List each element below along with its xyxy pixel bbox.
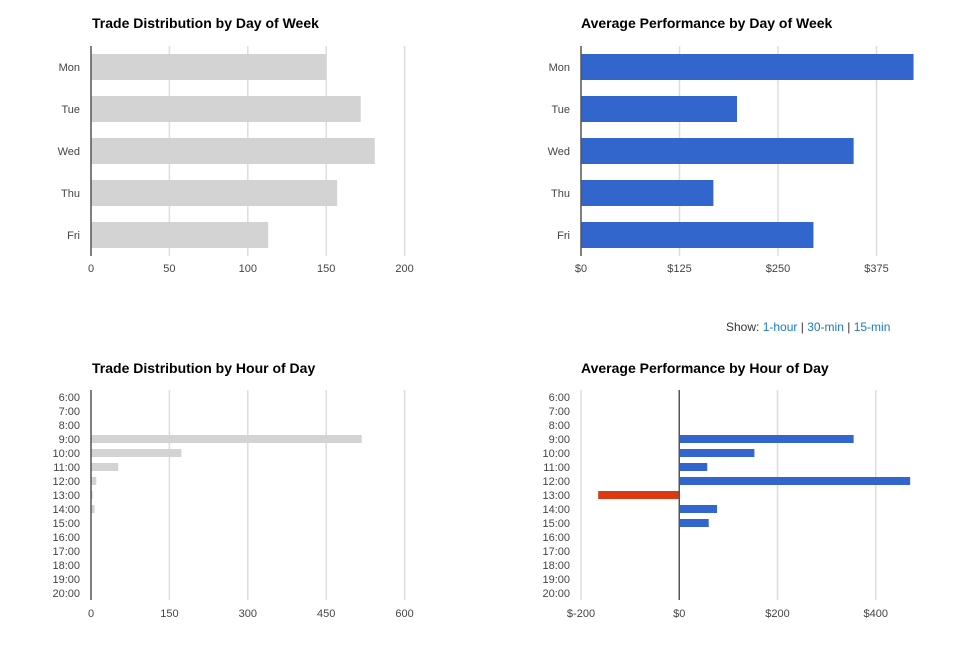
bar <box>91 491 93 499</box>
category-label: 13:00 <box>542 490 570 502</box>
x-tick-label: 150 <box>317 263 335 275</box>
category-label: Fri <box>67 230 80 242</box>
category-label: 18:00 <box>542 560 570 572</box>
bar <box>679 519 709 527</box>
category-label: 20:00 <box>52 588 80 600</box>
show-30-min-link[interactable]: 30-min <box>807 320 844 334</box>
category-label: 10:00 <box>542 448 570 460</box>
bar <box>91 477 97 485</box>
bar <box>91 463 119 471</box>
category-label: 7:00 <box>549 406 570 418</box>
category-label: 14:00 <box>52 504 80 516</box>
x-tick-label: $0 <box>575 263 587 275</box>
x-tick-label: 450 <box>317 608 335 620</box>
category-label: Thu <box>551 188 570 200</box>
category-label: 7:00 <box>59 406 80 418</box>
x-tick-label: 0 <box>88 263 94 275</box>
category-label: 20:00 <box>542 588 570 600</box>
category-label: 15:00 <box>52 518 80 530</box>
x-tick-label: $400 <box>864 608 888 620</box>
category-label: Tue <box>551 104 570 116</box>
bar <box>581 138 854 164</box>
category-label: 8:00 <box>549 420 570 432</box>
bar <box>91 449 182 457</box>
category-label: 11:00 <box>543 462 570 474</box>
category-label: Wed <box>548 146 570 158</box>
x-tick-label: $125 <box>667 263 691 275</box>
bar <box>679 463 708 471</box>
bar <box>581 96 738 122</box>
category-label: 6:00 <box>549 392 570 404</box>
category-label: 19:00 <box>542 574 570 586</box>
category-label: 11:00 <box>53 462 80 474</box>
bar <box>91 180 338 206</box>
category-label: 9:00 <box>549 434 570 446</box>
category-label: Fri <box>557 230 570 242</box>
category-label: 14:00 <box>542 504 570 516</box>
x-tick-label: 300 <box>239 608 257 620</box>
category-label: 15:00 <box>542 518 570 530</box>
bar <box>581 180 714 206</box>
bar <box>91 222 269 248</box>
category-label: 17:00 <box>542 546 570 558</box>
x-tick-label: 50 <box>163 263 175 275</box>
granularity-selector: Show: 1-hour | 30-min | 15-min <box>726 320 890 334</box>
bar <box>679 477 911 485</box>
x-tick-label: $200 <box>765 608 789 620</box>
category-label: 13:00 <box>52 490 80 502</box>
category-label: 10:00 <box>52 448 80 460</box>
chart-svg: 0 150 300 450 600 6:00 7:00 8:00 9:00 10:00 11:00 1… <box>52 390 414 620</box>
x-tick-label: 200 <box>395 263 413 275</box>
category-label: 8:00 <box>59 420 80 432</box>
x-tick-label: $250 <box>766 263 790 275</box>
x-tick-label: $0 <box>673 608 685 620</box>
x-tick-label: $375 <box>864 263 888 275</box>
x-tick-label: 600 <box>395 608 413 620</box>
x-tick-label: 0 <box>88 608 94 620</box>
category-label: 9:00 <box>59 434 80 446</box>
category-label: 12:00 <box>542 476 570 488</box>
category-label: 18:00 <box>52 560 80 572</box>
category-label: Thu <box>61 188 80 200</box>
category-label: 17:00 <box>52 546 80 558</box>
bar <box>598 491 680 499</box>
bar <box>91 138 375 164</box>
bar <box>679 449 755 457</box>
show-1-hour-link[interactable]: 1-hour <box>762 320 798 334</box>
bar <box>679 435 854 443</box>
x-tick-label: 100 <box>239 263 257 275</box>
category-label: 6:00 <box>59 392 80 404</box>
category-label: Wed <box>58 146 80 158</box>
bar <box>91 54 327 80</box>
bar <box>91 505 95 513</box>
bar <box>581 222 814 248</box>
show-15-min-link[interactable]: 15-min <box>853 320 891 334</box>
chart-title: Average Performance by Day of Week <box>581 15 833 31</box>
separator: | <box>800 320 804 334</box>
bar <box>91 96 361 122</box>
bar <box>679 505 718 513</box>
category-label: 16:00 <box>52 532 80 544</box>
category-label: 16:00 <box>542 532 570 544</box>
category-label: Mon <box>549 62 570 74</box>
show-label: Show: <box>726 320 760 334</box>
chart-title: Average Performance by Hour of Day <box>581 360 829 376</box>
bar <box>91 435 362 443</box>
category-label: Tue <box>61 104 80 116</box>
chart-title: Trade Distribution by Day of Week <box>92 15 319 31</box>
bar <box>581 54 914 80</box>
category-label: 19:00 <box>52 574 80 586</box>
x-tick-label: 150 <box>160 608 178 620</box>
separator: | <box>847 320 851 334</box>
category-label: Mon <box>59 62 80 74</box>
category-label: 12:00 <box>52 476 80 488</box>
x-tick-label: $-200 <box>567 608 595 620</box>
chart-title: Trade Distribution by Hour of Day <box>92 360 316 376</box>
chart-svg: $0$125$250$375$500MonTueWedThuFri <box>548 46 914 275</box>
chart-svg: 0 50 100 150 200 Mon Tue Wed Thu Fri <box>58 46 414 275</box>
